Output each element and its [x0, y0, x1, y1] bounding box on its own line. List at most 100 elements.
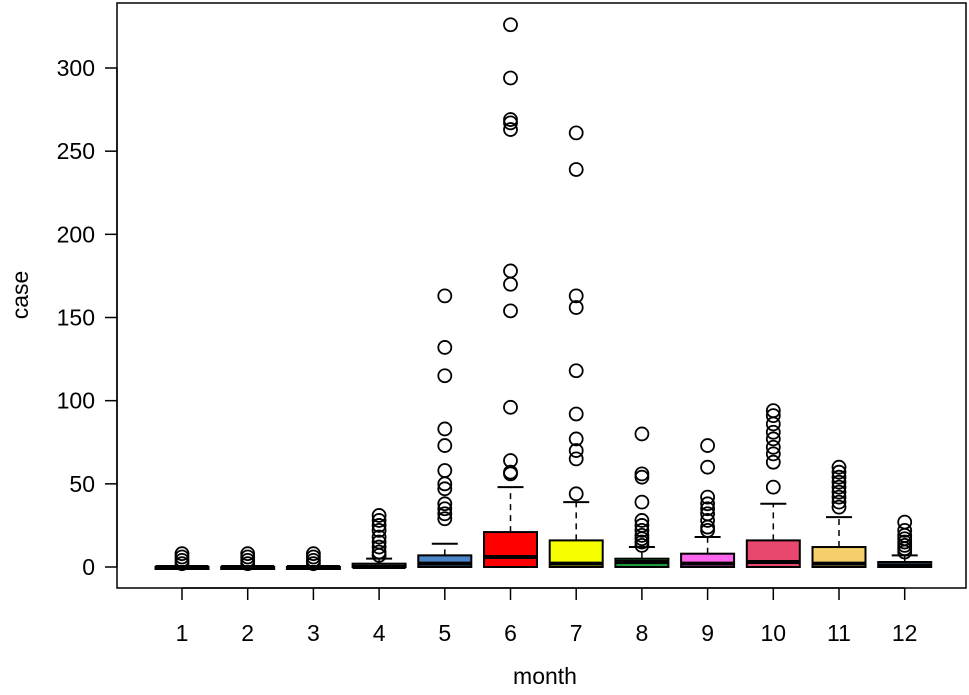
outlier-point [634, 426, 650, 442]
outlier-point [568, 451, 584, 467]
box-month-4 [351, 508, 407, 569]
outlier-point [437, 438, 453, 453]
y-axis-label: case [7, 271, 33, 320]
outlier-point [503, 464, 518, 480]
outlier-point [371, 513, 387, 528]
outlier-point [371, 539, 387, 555]
outlier-point [700, 459, 715, 475]
box-month-2 [220, 546, 276, 572]
outlier-point [503, 122, 518, 137]
outlier-point [371, 544, 387, 560]
outlier-point [503, 303, 518, 319]
outlier-point [634, 527, 650, 543]
outlier-point [765, 454, 781, 470]
x-tick-label: 2 [241, 620, 254, 646]
outlier-point [634, 494, 650, 510]
outlier-point [568, 406, 584, 422]
outlier-point [634, 518, 650, 533]
outlier-point [700, 513, 715, 528]
x-tick-label: 12 [892, 620, 918, 646]
outlier-point [634, 466, 650, 482]
x-tick-label: 6 [504, 620, 517, 646]
outlier-point [503, 453, 518, 468]
y-axis: 0 50 100 150 200 250 300 [57, 55, 118, 580]
outlier-point [634, 523, 650, 538]
x-tick-label: 9 [701, 620, 714, 646]
x-tick-label: 10 [761, 620, 787, 646]
outlier-point [700, 489, 715, 505]
box-month-10 [745, 403, 801, 568]
outlier-point [437, 368, 453, 384]
outlier-point [437, 496, 453, 512]
outlier-point [831, 469, 847, 485]
outlier-point [437, 511, 453, 527]
outlier-point [765, 403, 781, 419]
outlier-point [831, 479, 847, 495]
outlier-point [503, 263, 518, 279]
outlier-point [897, 523, 913, 538]
outlier-point [568, 300, 584, 315]
box [417, 554, 473, 569]
outlier-point [568, 288, 584, 304]
x-tick-label: 8 [636, 620, 649, 646]
outlier-point [437, 288, 453, 304]
outlier-point [568, 443, 584, 458]
y-tick-label: 300 [57, 55, 95, 81]
box-month-12 [877, 514, 933, 569]
outlier-point [371, 529, 387, 545]
outlier-point [634, 513, 650, 528]
y-tick-label: 150 [57, 305, 95, 331]
box-month-5 [417, 288, 473, 569]
x-axis: 1 2 3 4 5 6 7 8 9 10 11 12 [176, 587, 918, 646]
outlier-point [765, 439, 781, 455]
outlier-point [371, 508, 387, 523]
outlier-point [437, 506, 453, 522]
outlier-point [437, 340, 453, 355]
outlier-point [503, 70, 518, 86]
y-tick-label: 0 [82, 554, 95, 580]
outlier-point [503, 112, 518, 127]
outlier-point [831, 459, 847, 475]
outlier-point [305, 546, 321, 562]
outlier-point [568, 363, 584, 379]
outlier-point [437, 463, 453, 478]
outlier-point [765, 424, 781, 440]
outlier-point [831, 499, 847, 515]
outlier-point [765, 479, 781, 495]
x-tick-label: 11 [827, 620, 851, 646]
outlier-point [765, 446, 781, 462]
x-axis-label: month [513, 663, 577, 689]
box-month-9 [680, 438, 736, 569]
boxes [154, 17, 933, 572]
y-tick-label: 200 [57, 221, 95, 247]
x-tick-label: 5 [438, 620, 451, 646]
x-tick-label: 4 [373, 620, 386, 646]
box-month-1 [154, 546, 210, 572]
outlier-point [174, 546, 190, 562]
outlier-point [700, 501, 715, 517]
outlier-point [503, 17, 518, 33]
y-tick-label: 50 [69, 471, 95, 497]
outlier-point [700, 438, 715, 453]
outlier-point [568, 486, 584, 502]
x-tick-label: 7 [570, 620, 583, 646]
x-tick-label: 1 [176, 620, 189, 646]
outlier-point [371, 523, 387, 538]
outlier-point [568, 162, 584, 177]
outlier-point [503, 399, 518, 415]
box-month-6 [483, 17, 538, 569]
outlier-point [765, 408, 781, 424]
outlier-point [568, 125, 584, 141]
box [483, 531, 538, 569]
x-tick-label: 3 [307, 620, 320, 646]
outlier-point [897, 514, 913, 530]
outlier-point [437, 501, 453, 517]
outlier-point [437, 421, 453, 437]
outlier-point [437, 481, 453, 497]
outlier-point [371, 518, 387, 533]
outlier-point [831, 489, 847, 505]
box-month-7 [548, 125, 604, 568]
outlier-point [240, 546, 256, 562]
